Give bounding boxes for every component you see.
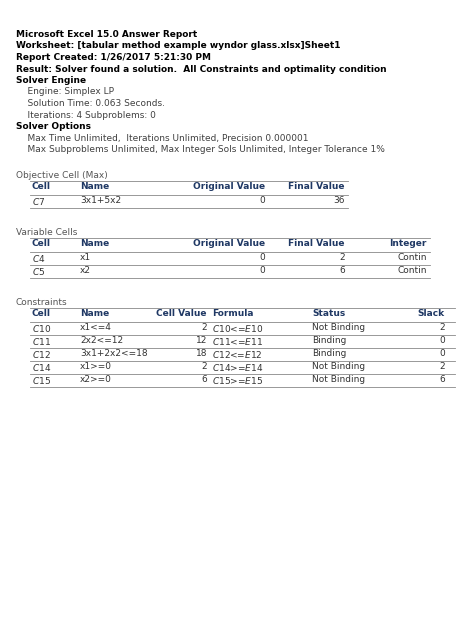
Text: Contin: Contin [398,253,427,262]
Text: Variable Cells: Variable Cells [16,228,77,237]
Text: Not Binding: Not Binding [312,323,365,332]
Text: x1>=0: x1>=0 [80,362,112,371]
Text: Max Subproblems Unlimited, Max Integer Sols Unlimited, Integer Tolerance 1%: Max Subproblems Unlimited, Max Integer S… [16,145,385,154]
Text: $C$14: $C$14 [32,362,51,373]
Text: Name: Name [80,309,109,318]
Text: Slack: Slack [418,309,445,318]
Text: 6: 6 [339,266,345,275]
Text: 0: 0 [259,253,265,262]
Text: Cell: Cell [32,309,51,318]
Text: 2: 2 [439,323,445,332]
Text: 0: 0 [439,349,445,358]
Text: 3x1+5x2: 3x1+5x2 [80,196,121,205]
Text: 6: 6 [201,375,207,384]
Text: Cell: Cell [32,182,51,191]
Text: $C$11: $C$11 [32,336,51,347]
Text: 18: 18 [195,349,207,358]
Text: x1<=4: x1<=4 [80,323,112,332]
Text: 0: 0 [439,336,445,345]
Text: $C$5: $C$5 [32,266,46,277]
Text: Constraints: Constraints [16,298,68,307]
Text: Contin: Contin [398,266,427,275]
Text: x2>=0: x2>=0 [80,375,112,384]
Text: Cell Value: Cell Value [156,309,207,318]
Text: Name: Name [80,182,109,191]
Text: x2: x2 [80,266,91,275]
Text: 3x1+2x2<=18: 3x1+2x2<=18 [80,349,147,358]
Text: 2: 2 [439,362,445,371]
Text: Objective Cell (Max): Objective Cell (Max) [16,171,108,180]
Text: $C$15>=$E$15: $C$15>=$E$15 [212,375,263,386]
Text: Integer: Integer [390,239,427,248]
Text: $C$11<=$E$11: $C$11<=$E$11 [212,336,263,347]
Text: Microsoft Excel 15.0 Answer Report: Microsoft Excel 15.0 Answer Report [16,30,197,39]
Text: Binding: Binding [312,336,346,345]
Text: $C$4: $C$4 [32,253,46,264]
Text: Solution Time: 0.063 Seconds.: Solution Time: 0.063 Seconds. [16,99,165,108]
Text: Report Created: 1/26/2017 5:21:30 PM: Report Created: 1/26/2017 5:21:30 PM [16,53,211,62]
Text: $C$15: $C$15 [32,375,51,386]
Text: Final Value: Final Value [289,239,345,248]
Text: Max Time Unlimited,  Iterations Unlimited, Precision 0.000001: Max Time Unlimited, Iterations Unlimited… [16,133,309,142]
Text: $C$12: $C$12 [32,349,51,360]
Text: 36: 36 [334,196,345,205]
Text: Final Value: Final Value [289,182,345,191]
Text: 0: 0 [259,266,265,275]
Text: Result: Solver found a solution.  All Constraints and optimality condition: Result: Solver found a solution. All Con… [16,64,387,73]
Text: $C$10: $C$10 [32,323,51,334]
Text: Formula: Formula [212,309,254,318]
Text: $C$7: $C$7 [32,196,46,207]
Text: Binding: Binding [312,349,346,358]
Text: 0: 0 [259,196,265,205]
Text: Name: Name [80,239,109,248]
Text: 2: 2 [201,362,207,371]
Text: 2: 2 [339,253,345,262]
Text: Status: Status [312,309,345,318]
Text: Original Value: Original Value [193,182,265,191]
Text: Not Binding: Not Binding [312,362,365,371]
Text: $C$14>=$E$14: $C$14>=$E$14 [212,362,264,373]
Text: Engine: Simplex LP: Engine: Simplex LP [16,87,114,97]
Text: Solver Engine: Solver Engine [16,76,86,85]
Text: Not Binding: Not Binding [312,375,365,384]
Text: $C$12<=$E$12: $C$12<=$E$12 [212,349,263,360]
Text: x1: x1 [80,253,91,262]
Text: Cell: Cell [32,239,51,248]
Text: $C$10<=$E$10: $C$10<=$E$10 [212,323,264,334]
Text: 6: 6 [439,375,445,384]
Text: 12: 12 [196,336,207,345]
Text: 2x2<=12: 2x2<=12 [80,336,123,345]
Text: Original Value: Original Value [193,239,265,248]
Text: Iterations: 4 Subproblems: 0: Iterations: 4 Subproblems: 0 [16,111,156,119]
Text: Worksheet: [tabular method example wyndor glass.xlsx]Sheet1: Worksheet: [tabular method example wyndo… [16,42,340,51]
Text: Solver Options: Solver Options [16,122,91,131]
Text: 2: 2 [201,323,207,332]
